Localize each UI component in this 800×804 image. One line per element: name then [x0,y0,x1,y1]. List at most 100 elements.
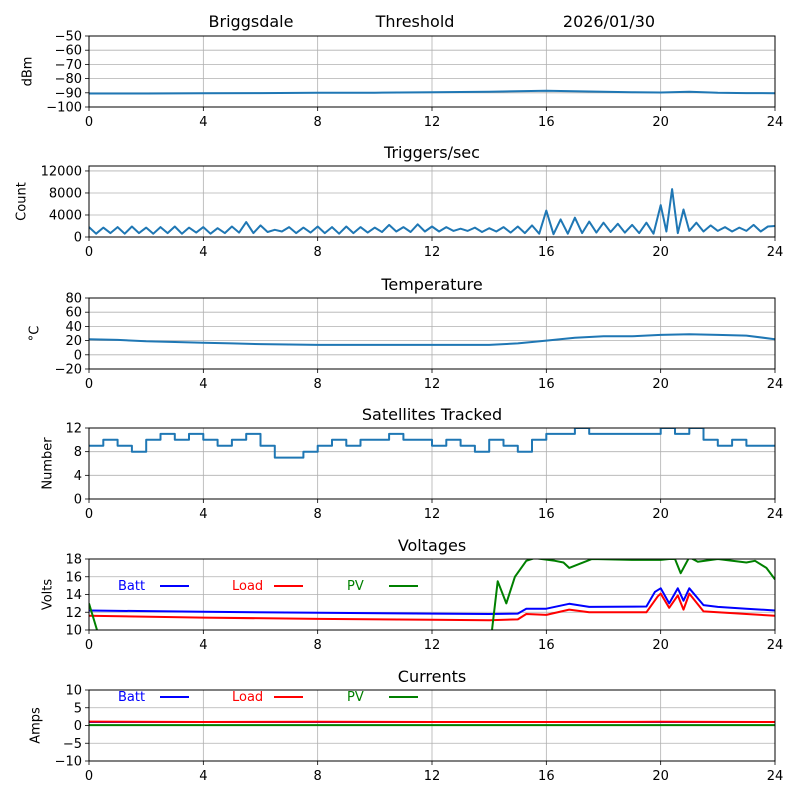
x-tick-label: 16 [538,507,555,522]
x-tick-label: 24 [767,377,784,392]
y-tick-label: 5 [74,701,82,716]
y-axis-label: Amps [29,707,44,744]
x-tick-label: 20 [652,638,669,653]
x-tick-label: 24 [767,507,784,522]
y-tick-label: 10 [65,624,82,639]
x-tick-label: 4 [199,377,207,392]
x-tick-label: 4 [199,115,207,130]
y-tick-label: 18 [65,553,82,568]
x-tick-label: 0 [85,377,93,392]
x-tick-label: 12 [424,507,441,522]
x-tick-label: 4 [199,507,207,522]
y-tick-label: −10 [55,755,82,770]
header-site: Briggsdale [209,12,294,31]
y-tick-label: 4 [74,469,82,484]
y-axis-label: °C [28,326,43,342]
panel-title: Temperature [380,275,482,294]
x-tick-label: 12 [424,769,441,784]
x-tick-label: 24 [767,769,784,784]
y-tick-label: 12 [65,422,82,437]
y-tick-label: 40 [65,320,82,335]
y-tick-label: 0 [74,493,82,508]
y-axis-label: Count [15,182,30,221]
y-tick-label: 4000 [49,208,82,223]
legend-label-pv: PV [347,690,364,705]
y-tick-label: 0 [74,231,82,246]
panel-satellites: 0 4 8 12 16 20 24 0 4 8 12 Satellites Tracked Number [41,405,784,522]
y-tick-label: 80 [65,292,82,307]
x-tick-label: 24 [767,245,784,260]
y-axis-label: Volts [41,579,56,611]
x-tick-label: 20 [652,769,669,784]
y-tick-label: −20 [55,363,82,378]
series-line-threshold [89,91,775,94]
y-tick-label: −60 [55,44,82,59]
header-date: 2026/01/30 [563,12,655,31]
legend-label-pv: PV [347,579,364,594]
x-tick-label: 8 [314,507,322,522]
x-tick-label: 8 [314,769,322,784]
x-tick-label: 0 [85,115,93,130]
y-tick-label: 8 [74,445,82,460]
x-tick-label: 0 [85,638,93,653]
x-tick-label: 20 [652,377,669,392]
y-tick-label: 0 [74,719,82,734]
panel-currents: 0 4 8 12 16 20 24 −10 −5 0 5 10 Batt Load PV Currents Am… [29,667,784,784]
panel-title: Voltages [398,536,466,555]
x-tick-label: 12 [424,115,441,130]
y-tick-label: −90 [55,86,82,101]
x-tick-label: 16 [538,245,555,260]
y-tick-label: 12000 [41,164,82,179]
x-tick-label: 20 [652,507,669,522]
x-tick-label: 16 [538,769,555,784]
legend-label-load: Load [232,579,263,594]
x-tick-label: 12 [424,245,441,260]
y-tick-label: 16 [65,570,82,585]
legend-label-batt: Batt [118,579,145,594]
y-tick-label: 10 [65,684,82,699]
x-tick-label: 12 [424,377,441,392]
legend-label-load: Load [232,690,263,705]
x-tick-label: 0 [85,245,93,260]
legend-label-batt: Batt [118,690,145,705]
x-tick-label: 0 [85,769,93,784]
x-tick-label: 16 [538,638,555,653]
y-tick-label: 0 [74,348,82,363]
y-tick-label: −5 [63,737,82,752]
x-tick-label: 4 [199,638,207,653]
x-tick-label: 12 [424,638,441,653]
header-mode: Threshold [375,12,455,31]
x-tick-label: 8 [314,377,322,392]
x-tick-label: 4 [199,245,207,260]
y-tick-label: 14 [65,588,82,603]
y-tick-label: 8000 [49,186,82,201]
y-axis-label: dBm [21,57,36,87]
x-tick-label: 16 [538,115,555,130]
y-axis-label: Number [41,437,56,490]
x-tick-label: 8 [314,638,322,653]
panel-title: Triggers/sec [383,143,480,162]
x-tick-label: 0 [85,507,93,522]
y-tick-label: 20 [65,334,82,349]
x-tick-label: 8 [314,115,322,130]
x-tick-label: 4 [199,769,207,784]
panel-title: Currents [398,667,466,686]
panel-voltages: 0 4 8 12 16 20 24 10 12 14 16 18 Batt Load PV Voltages V… [41,536,784,653]
y-tick-label: −50 [55,30,82,45]
x-tick-label: 24 [767,638,784,653]
x-tick-label: 20 [652,245,669,260]
panel-title: Satellites Tracked [362,405,502,424]
y-tick-label: 12 [65,606,82,621]
panel-threshold: 0 4 8 12 16 20 24 −50−60−70−80−90−100 dBm [21,30,784,131]
y-tick-label: −100 [46,101,82,116]
x-tick-label: 24 [767,115,784,130]
x-tick-label: 8 [314,245,322,260]
panel-triggers: 0 4 8 12 16 20 24 0 4000 8000 12000 Triggers/sec Cou… [15,143,784,260]
y-tick-label: 60 [65,306,82,321]
y-tick-label: −70 [55,58,82,73]
x-tick-label: 16 [538,377,555,392]
y-tick-label: −80 [55,72,82,87]
x-tick-label: 20 [652,115,669,130]
